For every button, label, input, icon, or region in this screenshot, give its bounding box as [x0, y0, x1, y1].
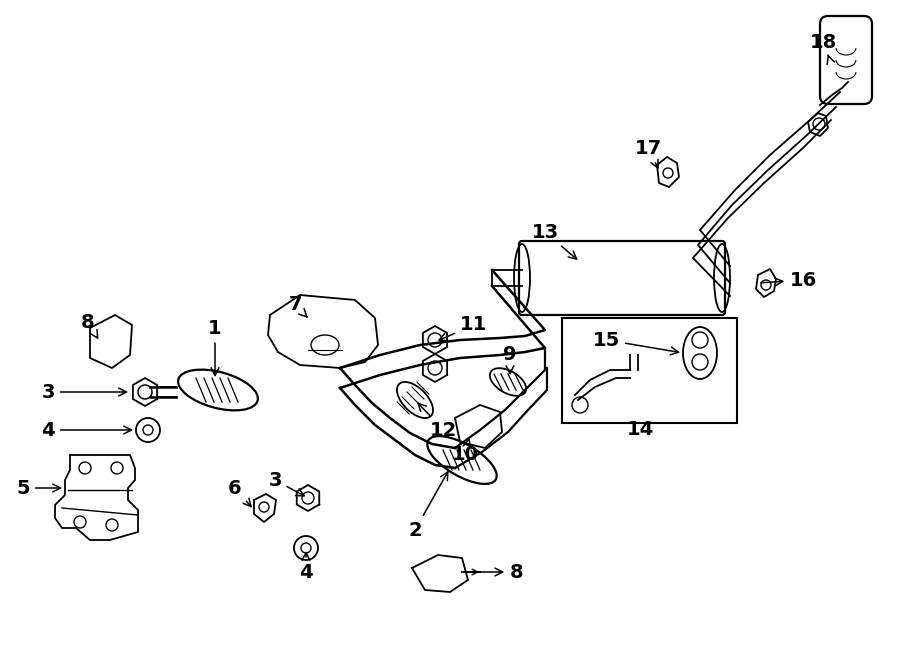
- Text: 14: 14: [626, 420, 653, 439]
- Text: 16: 16: [760, 270, 817, 290]
- Text: 7: 7: [288, 295, 307, 317]
- Text: 1: 1: [208, 319, 221, 375]
- Text: 6: 6: [229, 479, 251, 506]
- Text: 3: 3: [41, 383, 127, 401]
- Text: 5: 5: [16, 479, 60, 498]
- Text: 8: 8: [464, 563, 524, 582]
- Text: 2: 2: [409, 472, 448, 539]
- Text: 4: 4: [41, 420, 131, 440]
- Text: 11: 11: [439, 315, 487, 340]
- Text: 4: 4: [299, 553, 313, 582]
- Text: 18: 18: [810, 32, 837, 65]
- Text: 10: 10: [452, 439, 479, 465]
- Text: 3: 3: [268, 471, 304, 496]
- Text: 13: 13: [531, 223, 577, 259]
- Text: 12: 12: [418, 403, 457, 440]
- Bar: [562, 318, 737, 423]
- Text: 8: 8: [81, 313, 98, 338]
- Text: 15: 15: [593, 330, 679, 355]
- Text: 9: 9: [503, 346, 517, 373]
- Text: 17: 17: [634, 139, 662, 168]
